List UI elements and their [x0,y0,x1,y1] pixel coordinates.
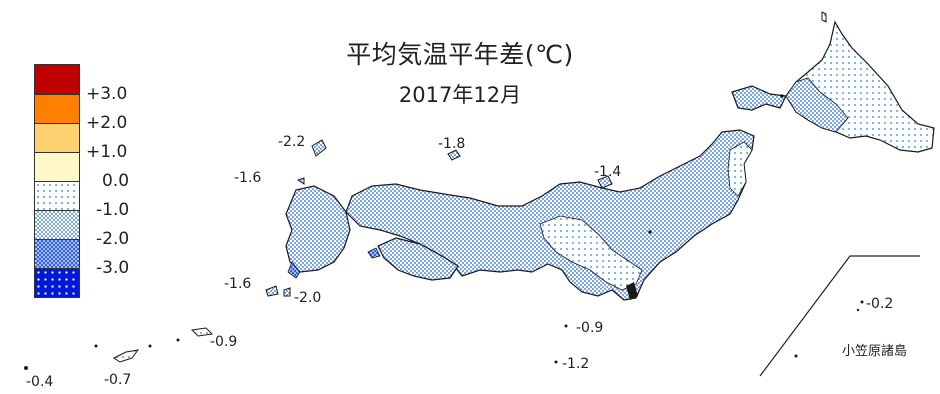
legend-label-minus1: -1.0 [96,200,130,220]
anomaly-label-goto: -1.6 [224,276,252,292]
honshu-light-zone [539,215,643,291]
hokkaido-sw-band [785,77,849,133]
honshu [345,129,755,301]
anomaly-label-sado: -1.4 [594,164,622,180]
inset-label-ogasawara: 小笠原諸島 [842,344,908,359]
goto [265,285,279,297]
anomaly-label-ogasawara: -0.2 [866,296,894,312]
legend-swatch-minus3 [35,239,79,268]
legend-label-plus3: +3.0 [86,84,128,104]
legend-swatch-below-minus3 [35,268,79,297]
shikoku [377,237,459,281]
legend-swatch-minus1 [35,181,79,210]
anomaly-label-koshikijima: -2.0 [294,290,322,306]
hokkaido-oshima [731,85,787,111]
island-dot-b [148,344,152,348]
anomaly-label-amami: -0.9 [210,334,238,350]
anomaly-label-yaeyama: -0.4 [26,374,54,390]
legend-swatch-minus2 [35,210,79,239]
island-dot-ogasawara [860,300,864,304]
kyushu-dark-south [287,261,301,279]
anomaly-label-iki: -1.6 [234,170,262,186]
oki [447,149,461,161]
anomaly-label-okinawa: -0.7 [104,372,132,388]
island-dot-a [94,344,98,348]
city-dot-sapporo [780,94,784,98]
island-dot-izu [554,360,558,364]
island-dot-c [176,338,180,342]
anomaly-label-izu-south: -1.2 [562,356,590,372]
legend-swatch-plus3 [35,65,79,94]
island-dot-ogasawara-2 [856,308,860,312]
legend-swatch-zero [35,152,79,181]
legend-label-plus1: +1.0 [86,142,128,162]
anomaly-label-oki: -1.8 [438,136,466,152]
legend-label-plus2: +2.0 [86,113,128,133]
city-dot-sendai [648,230,652,234]
tsushima [311,139,327,157]
anomaly-label-tsushima: -2.2 [278,134,306,150]
legend [34,64,80,298]
chugoku-dark-bit [367,247,381,259]
inset-frame [759,255,920,377]
sado [597,175,613,189]
tohoku-light-strip [727,141,753,197]
map-title: 平均気温平年差(℃) [346,40,574,69]
rebun [821,11,827,23]
koshikijima [283,287,291,297]
island-dot-minamitori [794,354,798,358]
map-subtitle: 2017年12月 [398,83,522,107]
okinawa [113,349,140,363]
legend-label-minus2: -2.0 [96,229,130,249]
island-dot-yaeyama [24,366,28,370]
amami [190,327,214,337]
legend-label-zero: 0.0 [102,171,130,191]
anomaly-label-hachijojima: -0.9 [576,320,604,336]
kanto-dark [626,282,638,300]
iki [296,177,305,185]
legend-swatch-plus2 [35,94,79,123]
legend-swatch-plus1 [35,123,79,152]
island-dot-hachijo [564,324,568,328]
legend-label-minus3: -3.0 [96,258,130,278]
kyushu [285,185,351,273]
